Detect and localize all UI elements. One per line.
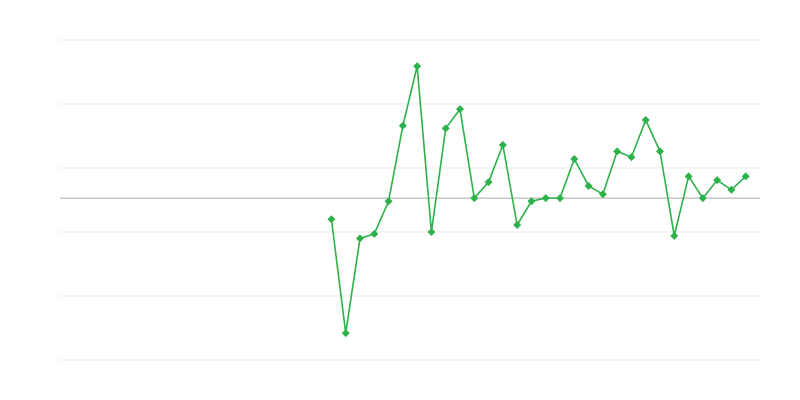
data-point — [656, 147, 664, 156]
data-point — [684, 172, 693, 181]
data-point — [513, 220, 522, 229]
data-point — [698, 194, 707, 203]
data-point — [484, 178, 493, 187]
data-point — [341, 329, 350, 338]
data-point — [356, 234, 364, 243]
data-point — [641, 116, 650, 124]
data-point — [427, 228, 436, 236]
data-point — [613, 147, 622, 156]
data-point — [598, 190, 607, 199]
data-point — [584, 181, 593, 190]
data-point — [384, 197, 393, 206]
data-point — [370, 229, 379, 238]
data-point — [413, 62, 422, 71]
series-line — [330, 66, 747, 334]
data-point — [556, 194, 564, 203]
data-point — [498, 140, 507, 149]
data-point — [570, 155, 579, 164]
data-point — [527, 197, 536, 206]
data-point — [713, 176, 722, 185]
data-point — [470, 194, 479, 203]
data-point — [727, 185, 736, 194]
series — [327, 62, 750, 338]
data-point — [441, 124, 450, 133]
data-point — [456, 105, 464, 114]
data-point — [627, 153, 636, 162]
gridlines — [60, 39, 760, 361]
data-point — [398, 121, 407, 130]
data-point — [327, 215, 336, 224]
data-point — [541, 194, 550, 203]
data-point — [670, 231, 679, 240]
data-point — [741, 172, 750, 181]
